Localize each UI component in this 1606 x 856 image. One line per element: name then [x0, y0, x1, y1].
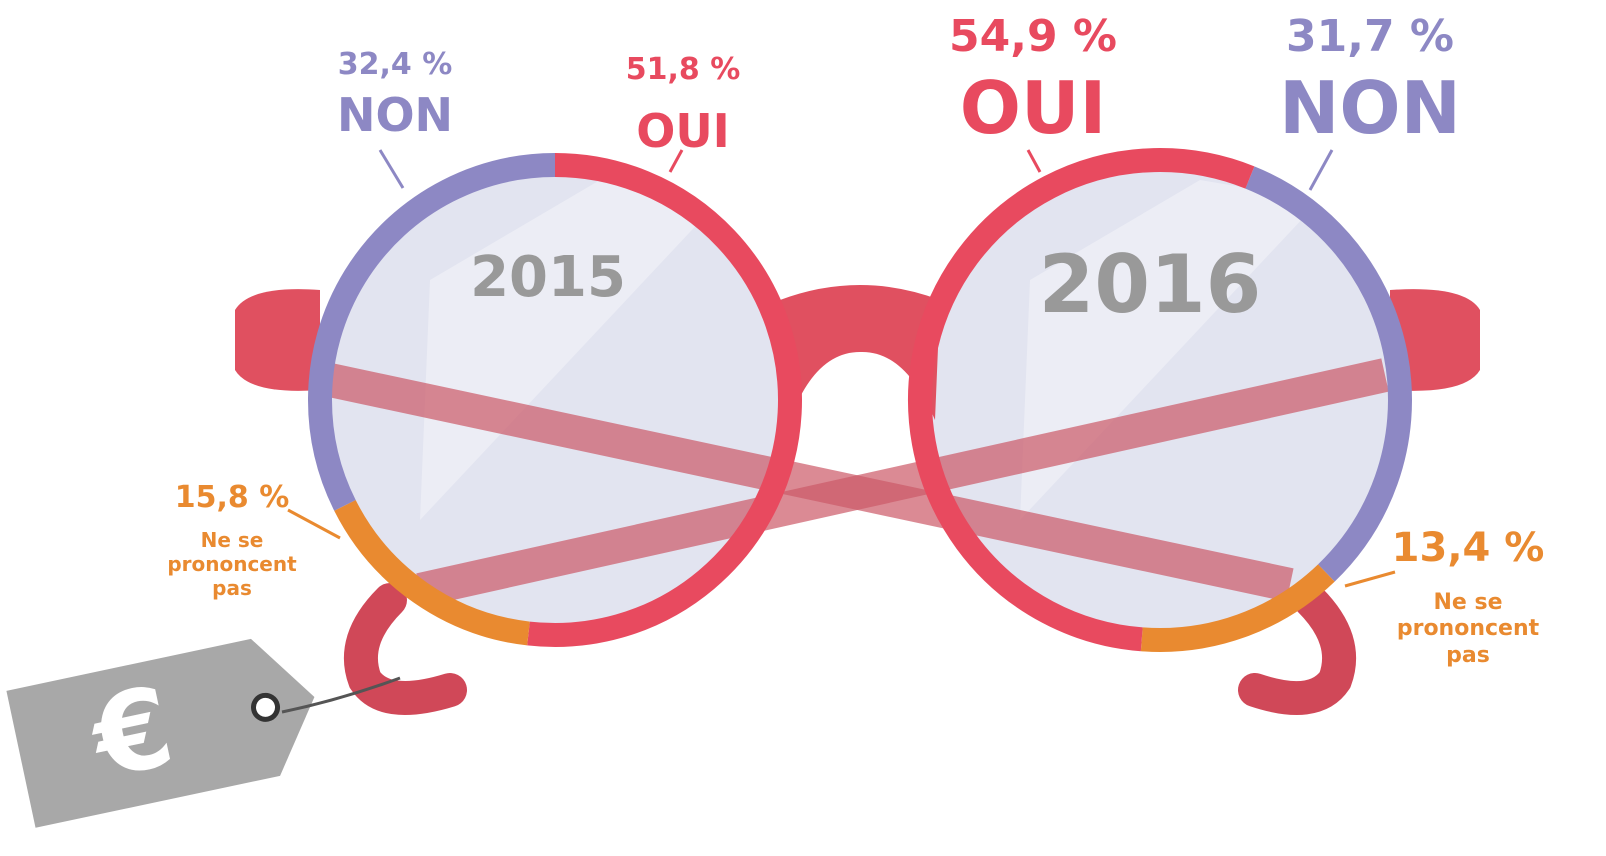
category-label: NON — [1279, 66, 1461, 150]
right-hook — [1238, 583, 1357, 715]
leader-line — [1308, 149, 1334, 191]
leader-line — [1026, 149, 1042, 173]
value-label: 31,7 % — [1286, 11, 1454, 62]
ring-segment — [334, 499, 530, 646]
category-label: Ne se prononcent pas — [167, 528, 297, 600]
left-lens — [323, 168, 787, 632]
category-label: Ne se prononcent pas — [1396, 590, 1540, 668]
tag-hole — [251, 692, 281, 722]
value-label: 15,8 % — [174, 480, 290, 515]
category-label: OUI — [959, 66, 1107, 150]
left-ear — [235, 289, 320, 391]
temple — [416, 358, 1389, 607]
tag-string — [281, 676, 401, 714]
leaders — [287, 149, 1396, 588]
year-title: 2015 — [470, 245, 626, 310]
ring-segment — [308, 153, 556, 511]
ring-segment — [527, 153, 802, 647]
year-title: 2016 — [1038, 238, 1262, 331]
ring-segment — [1245, 166, 1412, 582]
price-tag: € — [6, 638, 315, 828]
tag-body — [6, 638, 315, 828]
left-reflection — [420, 180, 720, 520]
leader-line — [378, 149, 405, 189]
ring-segment — [1140, 564, 1335, 652]
bridge — [780, 285, 940, 420]
category-label: NON — [336, 88, 454, 142]
category-label: OUI — [636, 104, 730, 158]
leader-line — [1344, 570, 1396, 588]
value-label: 32,4 % — [337, 47, 453, 82]
leader-line — [287, 508, 341, 540]
value-label: 54,9 % — [949, 11, 1117, 62]
value-label: 13,4 % — [1391, 525, 1545, 571]
temple — [326, 363, 1294, 602]
value-label: 51,8 % — [625, 52, 741, 87]
left-hook — [343, 583, 467, 715]
right-ear — [1390, 289, 1480, 391]
leader-line — [668, 149, 684, 173]
ring-segment — [908, 148, 1255, 652]
